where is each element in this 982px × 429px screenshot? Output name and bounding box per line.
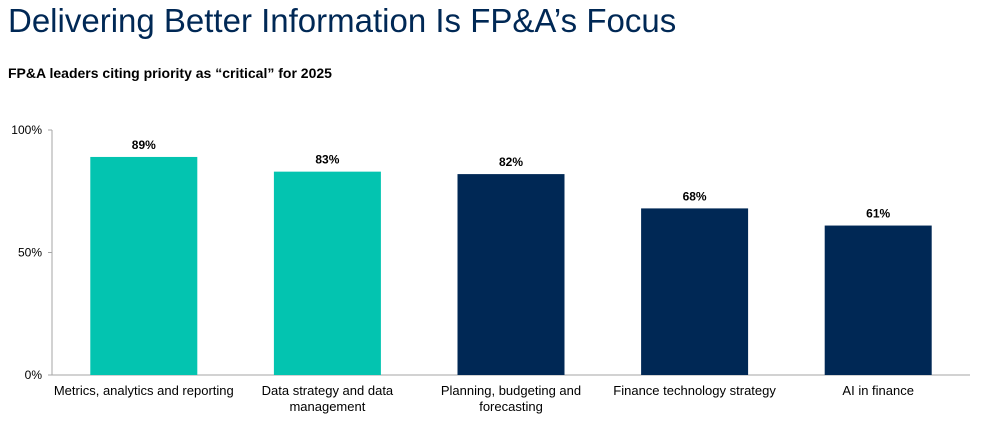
bar [824, 225, 932, 375]
category-label: Metrics, analytics and reporting [54, 383, 234, 398]
category-label: forecasting [479, 399, 543, 414]
category-label: AI in finance [842, 383, 914, 398]
data-label: 83% [315, 153, 339, 167]
page-title: Delivering Better Information Is FP&A’s … [8, 2, 677, 39]
category-label: Finance technology strategy [613, 383, 776, 398]
y-tick-label: 0% [25, 368, 43, 382]
y-tick-label: 50% [18, 246, 42, 260]
data-label: 82% [499, 155, 523, 169]
category-label: Data strategy and data [262, 383, 394, 398]
chart-subtitle: FP&A leaders citing priority as “critica… [8, 65, 332, 81]
bar [457, 174, 565, 375]
bar [641, 208, 749, 375]
data-label: 61% [866, 207, 890, 221]
category-label: management [289, 399, 365, 414]
data-label: 89% [132, 138, 156, 152]
data-label: 68% [683, 189, 707, 203]
y-tick-label: 100% [11, 123, 42, 137]
bar [273, 171, 381, 375]
bar [90, 156, 198, 375]
category-label: Planning, budgeting and [441, 383, 581, 398]
